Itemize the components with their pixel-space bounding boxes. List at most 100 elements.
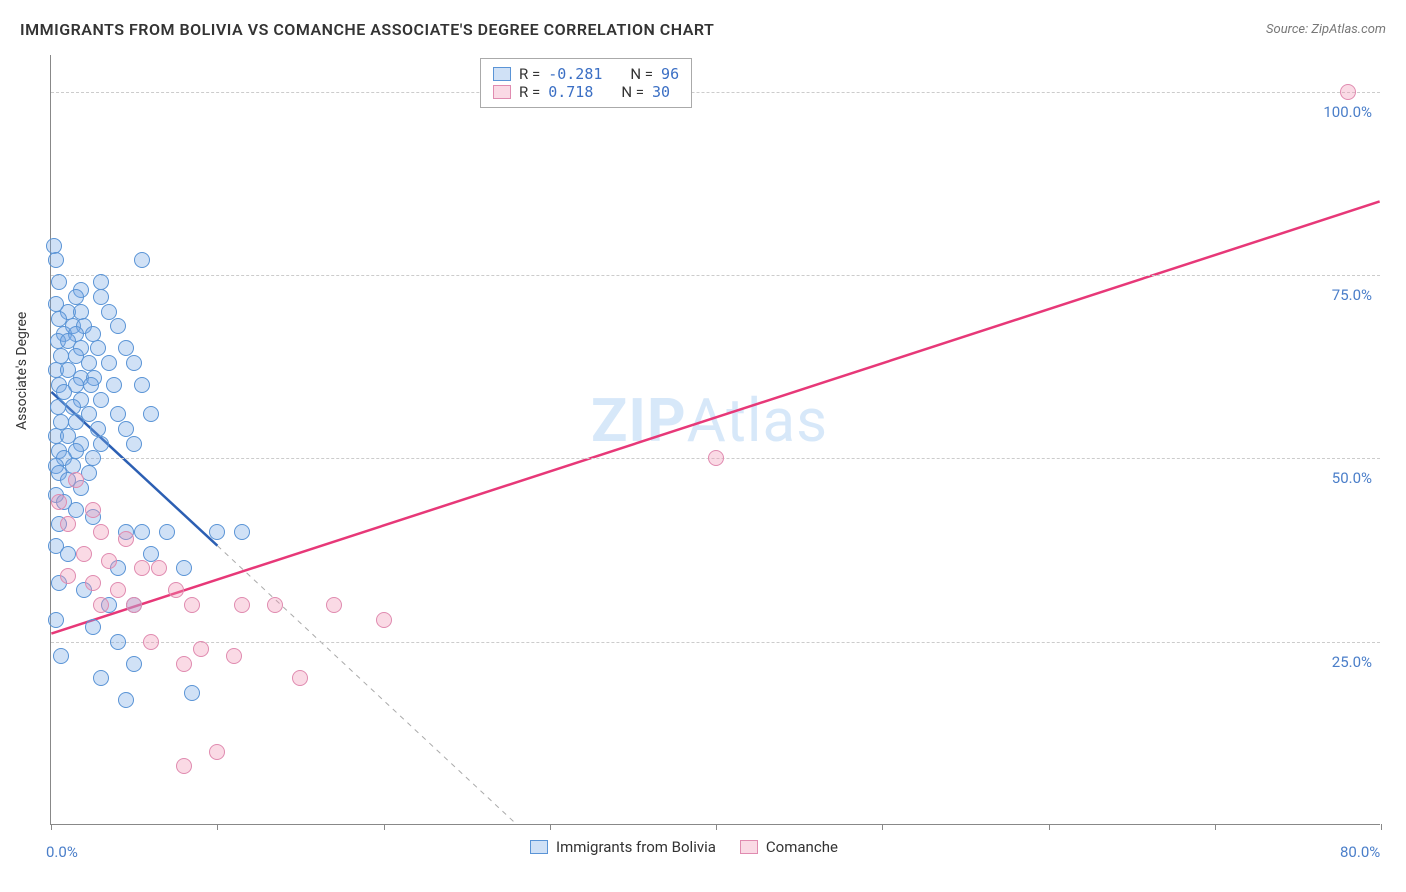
scatter-point-bolivia <box>184 685 200 701</box>
x-tick <box>384 824 385 830</box>
scatter-point-comanche <box>85 502 101 518</box>
scatter-point-bolivia <box>118 692 134 708</box>
x-tick <box>1215 824 1216 830</box>
scatter-point-comanche <box>326 597 342 613</box>
scatter-point-bolivia <box>134 524 150 540</box>
scatter-point-bolivia <box>126 656 142 672</box>
scatter-point-comanche <box>126 597 142 613</box>
scatter-point-comanche <box>376 612 392 628</box>
scatter-point-bolivia <box>85 326 101 342</box>
legend-swatch <box>530 840 548 854</box>
scatter-point-comanche <box>85 575 101 591</box>
scatter-point-bolivia <box>68 289 84 305</box>
scatter-point-bolivia <box>56 384 72 400</box>
scatter-point-bolivia <box>68 414 84 430</box>
scatter-point-bolivia <box>93 670 109 686</box>
scatter-point-comanche <box>176 758 192 774</box>
x-tick-label: 0.0% <box>46 843 78 861</box>
scatter-point-bolivia <box>106 377 122 393</box>
scatter-point-bolivia <box>50 399 66 415</box>
chart-title: IMMIGRANTS FROM BOLIVIA VS COMANCHE ASSO… <box>20 20 714 39</box>
scatter-point-bolivia <box>101 304 117 320</box>
scatter-point-comanche <box>134 560 150 576</box>
scatter-point-comanche <box>226 648 242 664</box>
chart-container: IMMIGRANTS FROM BOLIVIA VS COMANCHE ASSO… <box>0 0 1406 892</box>
chart-legend: Immigrants from BoliviaComanche <box>530 838 838 856</box>
trend-line-extrapolation <box>217 546 516 824</box>
scatter-point-comanche <box>110 582 126 598</box>
x-tick <box>716 824 717 830</box>
scatter-point-comanche <box>101 553 117 569</box>
n-value: 30 <box>652 83 670 101</box>
legend-item: Comanche <box>740 838 838 856</box>
gridline <box>51 642 1380 643</box>
scatter-point-bolivia <box>118 340 134 356</box>
n-label: N = <box>621 83 644 101</box>
x-tick <box>882 824 883 830</box>
r-label: R = <box>519 83 540 101</box>
scatter-point-bolivia <box>159 524 175 540</box>
y-tick-label: 75.0% <box>1332 286 1372 304</box>
gridline <box>51 275 1380 276</box>
scatter-point-comanche <box>68 472 84 488</box>
scatter-point-bolivia <box>85 450 101 466</box>
scatter-point-bolivia <box>118 421 134 437</box>
stats-row: R =-0.281N =96 <box>493 65 679 83</box>
x-tick <box>550 824 551 830</box>
scatter-point-bolivia <box>143 406 159 422</box>
scatter-point-bolivia <box>85 619 101 635</box>
scatter-point-bolivia <box>68 502 84 518</box>
scatter-point-bolivia <box>53 648 69 664</box>
scatter-point-comanche <box>93 524 109 540</box>
x-tick-label: 80.0% <box>1340 843 1380 861</box>
scatter-point-bolivia <box>90 340 106 356</box>
x-tick <box>1381 824 1382 830</box>
r-label: R = <box>519 65 540 83</box>
scatter-point-bolivia <box>93 274 109 290</box>
scatter-point-comanche <box>234 597 250 613</box>
legend-swatch <box>740 840 758 854</box>
scatter-point-comanche <box>93 597 109 613</box>
scatter-point-bolivia <box>143 546 159 562</box>
x-tick <box>1049 824 1050 830</box>
watermark: ZIPAtlas <box>591 385 828 456</box>
x-tick <box>217 824 218 830</box>
scatter-point-comanche <box>118 531 134 547</box>
r-value: -0.281 <box>548 65 602 83</box>
source-label: Source: ZipAtlas.com <box>1266 22 1386 37</box>
plot-area: ZIPAtlas 25.0%50.0%75.0%100.0% <box>50 55 1380 825</box>
scatter-point-comanche <box>176 656 192 672</box>
scatter-point-bolivia <box>126 436 142 452</box>
scatter-point-comanche <box>184 597 200 613</box>
scatter-point-bolivia <box>48 252 64 268</box>
r-value: 0.718 <box>548 83 593 101</box>
legend-swatch <box>493 67 511 81</box>
scatter-point-bolivia <box>60 546 76 562</box>
scatter-point-comanche <box>143 634 159 650</box>
stats-row: R = 0.718 N = 30 <box>493 83 679 101</box>
scatter-point-bolivia <box>234 524 250 540</box>
scatter-point-comanche <box>292 670 308 686</box>
scatter-point-bolivia <box>93 392 109 408</box>
scatter-point-comanche <box>193 641 209 657</box>
scatter-point-bolivia <box>209 524 225 540</box>
scatter-point-bolivia <box>83 377 99 393</box>
scatter-point-bolivia <box>176 560 192 576</box>
scatter-point-bolivia <box>48 612 64 628</box>
scatter-point-bolivia <box>93 436 109 452</box>
x-tick <box>51 824 52 830</box>
trend-lines-svg <box>51 55 1380 824</box>
y-tick-label: 50.0% <box>1332 469 1372 487</box>
scatter-point-bolivia <box>90 421 106 437</box>
scatter-point-comanche <box>60 568 76 584</box>
scatter-point-comanche <box>209 744 225 760</box>
scatter-point-bolivia <box>110 634 126 650</box>
scatter-point-bolivia <box>101 355 117 371</box>
n-value: 96 <box>661 65 679 83</box>
gridline <box>51 92 1380 93</box>
scatter-point-bolivia <box>65 399 81 415</box>
scatter-point-comanche <box>151 560 167 576</box>
y-tick-label: 25.0% <box>1332 653 1372 671</box>
scatter-point-comanche <box>708 450 724 466</box>
y-axis-label: Associate's Degree <box>14 312 30 430</box>
